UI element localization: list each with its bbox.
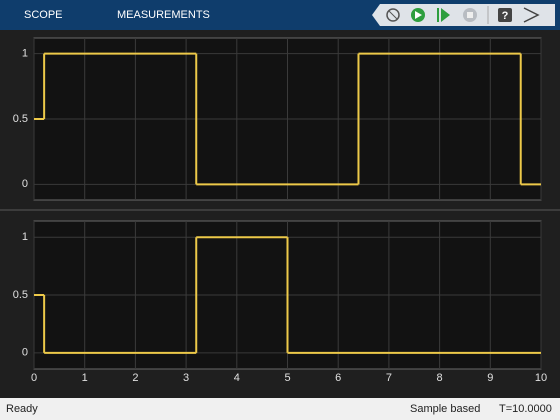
- x-tick-label: 10: [535, 372, 547, 384]
- run-button[interactable]: [411, 8, 425, 22]
- x-tick-label: 5: [284, 372, 290, 384]
- svg-text:?: ?: [502, 10, 509, 22]
- x-tick-label: 7: [386, 372, 392, 384]
- highlight-icon[interactable]: [386, 8, 400, 22]
- stop-button[interactable]: [463, 8, 477, 22]
- help-button[interactable]: ?: [498, 8, 512, 22]
- y-tick-label: 0.5: [13, 113, 28, 125]
- y-tick-label: 0: [22, 347, 28, 359]
- x-tick-label: 8: [437, 372, 443, 384]
- tab[interactable]: MEASUREMENTS: [117, 9, 210, 21]
- tab[interactable]: SCOPE: [24, 9, 63, 21]
- y-tick-label: 1: [22, 231, 28, 243]
- status-state: Ready: [6, 403, 38, 415]
- x-tick-label: 6: [335, 372, 341, 384]
- step-forward-button[interactable]: [437, 8, 450, 22]
- toolstrip-menu[interactable]: [523, 7, 540, 23]
- y-tick-label: 0.5: [13, 289, 28, 301]
- x-tick-label: 1: [82, 372, 88, 384]
- x-tick-label: 4: [234, 372, 240, 384]
- x-tick-label: 3: [183, 372, 189, 384]
- x-tick-label: 0: [31, 372, 37, 384]
- y-tick-label: 0: [22, 178, 28, 190]
- status-bar: [0, 398, 560, 420]
- status-time: T=10.0000: [499, 403, 552, 415]
- x-tick-label: 9: [487, 372, 493, 384]
- status-mode: Sample based: [410, 403, 480, 415]
- x-tick-label: 2: [132, 372, 138, 384]
- y-tick-label: 1: [22, 48, 28, 60]
